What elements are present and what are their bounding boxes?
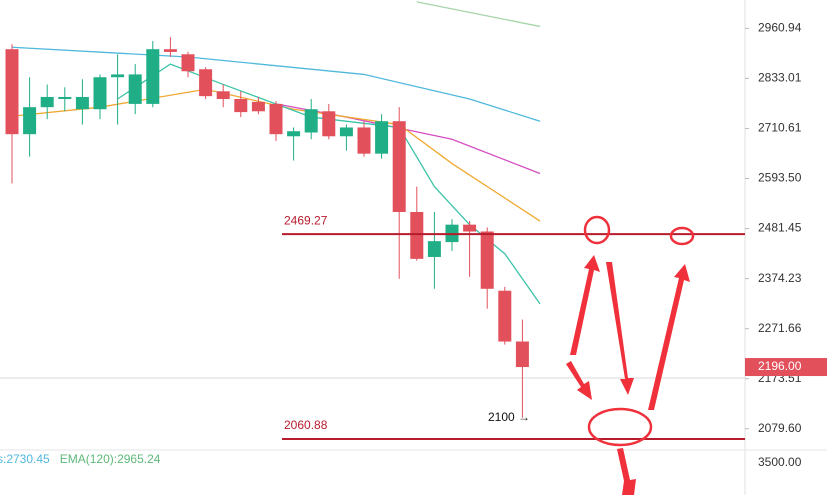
candle-body bbox=[181, 54, 195, 72]
candle-body bbox=[515, 341, 529, 368]
arrow bbox=[606, 262, 634, 395]
y-tick-label: 2374.23 bbox=[758, 271, 802, 285]
y-tick-label: 2271.66 bbox=[758, 321, 802, 335]
candle-body bbox=[216, 91, 230, 100]
candle-body bbox=[357, 127, 371, 154]
candle-body bbox=[163, 49, 177, 52]
candle-body bbox=[5, 49, 19, 135]
candle-body bbox=[427, 241, 441, 257]
candle-body bbox=[93, 77, 107, 110]
candle-body bbox=[75, 96, 89, 110]
price-tag bbox=[745, 358, 827, 377]
candle-body bbox=[375, 121, 389, 154]
circle-marker bbox=[669, 226, 695, 246]
plot: 2960.94 2833.01 2710.61 2593.50 2481.45 2374.… bbox=[0, 1, 827, 469]
candle-body bbox=[58, 96, 72, 100]
annotation: 2100 → bbox=[488, 410, 530, 424]
candle-body bbox=[322, 111, 336, 137]
y-tick-label: 2710.61 bbox=[758, 121, 802, 135]
candle-body bbox=[199, 69, 213, 97]
drawings bbox=[583, 215, 695, 447]
level-label: 2060.88 bbox=[284, 418, 328, 432]
arrow bbox=[570, 255, 600, 355]
arrow bbox=[617, 448, 636, 495]
legend-entry: s:2730.45 bbox=[0, 452, 50, 466]
y-tick-label: 2593.50 bbox=[758, 171, 802, 185]
candle-body bbox=[111, 74, 125, 78]
lower-pane-tick-label: 3500.00 bbox=[758, 455, 802, 469]
y-tick-label: 2833.01 bbox=[758, 71, 802, 85]
candle-body bbox=[287, 131, 301, 137]
candle-body bbox=[23, 107, 37, 135]
level-label: 2469.27 bbox=[284, 213, 328, 227]
candle-body bbox=[480, 231, 494, 289]
y-tick-label: 2079.60 bbox=[758, 421, 802, 435]
ma-line bbox=[416, 1, 541, 28]
candle-body bbox=[304, 109, 318, 133]
candle-body bbox=[463, 224, 477, 232]
candle-body bbox=[146, 49, 160, 104]
circle-marker bbox=[583, 215, 611, 245]
y-tick-label: 2481.45 bbox=[758, 221, 802, 235]
candle-body bbox=[40, 96, 54, 108]
candle-body bbox=[410, 211, 424, 259]
candle-body bbox=[269, 103, 283, 135]
candle-body bbox=[339, 127, 353, 137]
candle-body bbox=[392, 121, 406, 212]
candle-body bbox=[498, 290, 512, 342]
arrow bbox=[566, 361, 592, 400]
candle-body bbox=[251, 101, 265, 112]
arrow bbox=[648, 264, 690, 410]
arrows bbox=[566, 255, 690, 495]
price-tag-label: 2196.00 bbox=[758, 359, 802, 373]
y-tick-label: 2960.94 bbox=[758, 21, 802, 35]
ma-line bbox=[11, 46, 541, 122]
candle-body bbox=[128, 74, 142, 104]
legend-entry: EMA(120):2965.24 bbox=[60, 452, 161, 466]
candle-body bbox=[234, 99, 248, 113]
circle-marker bbox=[587, 407, 653, 447]
